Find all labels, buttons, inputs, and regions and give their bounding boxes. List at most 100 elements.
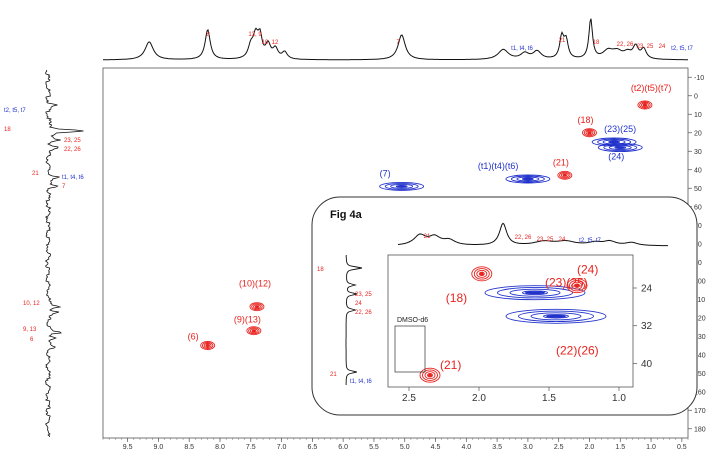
cross-peak-contour — [252, 304, 261, 310]
cross-peak-label: (24) — [608, 152, 624, 162]
y-tick-label: 90 — [694, 260, 702, 267]
left-projection-labels: t2, t5, t7 18 23, 25 22, 26 21 t1, t4, t6 7 10,… — [4, 108, 84, 343]
inset-plot-frame — [387, 254, 634, 388]
cross-peak — [206, 344, 210, 347]
cross-peak-contour — [251, 303, 263, 311]
x-tick-label: 8.5 — [184, 444, 194, 451]
left-1d-projection — [44, 69, 84, 438]
inset-left-projection-label: 23, 25 — [355, 292, 372, 298]
inset-top-projection-labels: 21 22, 26 23, 25 24 t2, t5, t7 — [424, 234, 602, 244]
y-tick-label: 130 — [694, 334, 706, 341]
inset-left-projection-label: 21 — [330, 372, 337, 378]
cross-peak-label: (10)(12) — [239, 279, 271, 289]
cross-peak-contour — [602, 139, 626, 145]
y-tick-label: 120 — [694, 315, 706, 322]
inset-x-axis: 2.5 2.0 1.5 1.0 — [402, 387, 626, 404]
inset-left-projection-label: 18 — [317, 267, 324, 273]
left-projection-label: 10, 12 — [23, 301, 40, 307]
y-tick-label: 50 — [694, 186, 702, 193]
inset-cross-peak-contour — [566, 278, 588, 294]
left-projection-label: 22, 26 — [64, 147, 81, 153]
inset-top-1d-projection — [397, 222, 669, 247]
left-projection-label: 18 — [4, 127, 11, 133]
cross-peak-contour — [248, 327, 260, 335]
top-1d-projection — [103, 18, 688, 61]
cross-peak-contour — [510, 175, 545, 183]
x-tick-label: 0.5 — [677, 444, 687, 451]
cross-peak-label: (23)(25) — [604, 124, 636, 134]
inset-cross-peak-contour — [476, 269, 488, 278]
cross-peak-contour — [516, 176, 540, 182]
cross-peak-label: (9)(13) — [234, 315, 261, 325]
cross-peak — [609, 140, 619, 144]
left-projection-label: 7 — [62, 184, 66, 190]
inset-cross-peak — [546, 314, 566, 318]
inset-cross-peak-contour — [424, 371, 436, 380]
top-projection-label: 22, 26 — [617, 42, 634, 48]
cross-peak — [523, 177, 533, 181]
x-tick-label: 3.5 — [492, 444, 502, 451]
inset-cross-peak-contour — [522, 290, 548, 295]
inset-panel — [311, 196, 698, 416]
y-tick-label: 80 — [694, 241, 702, 248]
x-tick-label: 4.0 — [461, 444, 471, 451]
left-projection-label: 23, 25 — [64, 138, 81, 144]
inset-y-tick-label: 24 — [641, 284, 653, 295]
cross-peak-contour — [203, 343, 212, 348]
inset-x-tick-label: 1.0 — [612, 393, 626, 404]
cross-peak-contour — [505, 174, 551, 184]
top-projection-label: t1, t4, t6 — [511, 46, 533, 52]
inset-cross-peak-label: (18) — [446, 291, 467, 305]
inset-y-axis: 24 32 40 — [633, 284, 653, 370]
inset-top-projection-label: t2, t5, t7 — [579, 238, 601, 244]
cross-peak-label: (t1)(t4)(t6) — [478, 161, 519, 171]
cross-peak-label: (21) — [553, 157, 569, 167]
left-projection-label: 21 — [32, 171, 39, 177]
inset-top-projection-label: 22, 26 — [515, 235, 532, 241]
y-tick-label: 160 — [694, 389, 706, 396]
inset-cross-peak-label: (21) — [440, 358, 461, 372]
y-tick-label: 100 — [694, 278, 706, 285]
inset-cross-peak — [428, 373, 432, 377]
x-tick-label: 2.0 — [585, 444, 595, 451]
top-projection-label: 24 — [659, 44, 666, 50]
x-tick-label: 7.0 — [277, 444, 287, 451]
x-tick-label: 9.5 — [123, 444, 133, 451]
y-tick-label: 150 — [694, 371, 706, 378]
top-projection-label: 13, 9 — [248, 32, 262, 38]
x-tick-label: 6.5 — [308, 444, 318, 451]
cross-peak-contour — [640, 102, 649, 108]
top-projection-label: 23, 25 — [637, 44, 654, 50]
dmso-annotation-box — [394, 325, 426, 373]
cross-peak-contour — [379, 181, 425, 191]
dmso-annotation: DMSO-d6 — [397, 317, 428, 324]
cross-peak-contour — [559, 171, 571, 179]
cross-peak-contour — [201, 342, 214, 349]
inset-cross-peak-contour — [471, 266, 493, 282]
inset-left-projection-label: 22, 26 — [355, 310, 372, 316]
cross-peak-contour — [390, 183, 414, 189]
left-projection-label: t1, t4, t6 — [62, 175, 84, 181]
inset-x-tick-label: 2.0 — [472, 393, 486, 404]
inset-left-1d-projection — [345, 255, 363, 385]
y-tick-label: 40 — [694, 167, 702, 174]
x-tick-label: 1.5 — [615, 444, 625, 451]
inset-y-tick-label: 40 — [641, 359, 653, 370]
main-cross-peaks: (6) (10)(12) (9)(13) (7) (t1)(t4)(t6) (21) (18… — [188, 83, 671, 350]
y-tick-label: 20 — [694, 130, 702, 137]
inset-x-tick-label: 1.5 — [542, 393, 556, 404]
inset-cross-peak-contour — [574, 283, 580, 288]
inset-cross-peak-contour — [530, 312, 582, 321]
cross-peak-contour — [582, 128, 597, 138]
inset-cross-peak-contour — [509, 288, 561, 297]
inset-cross-peak-label: (22)(26) — [556, 343, 599, 357]
inset-title: Fig 4a — [330, 209, 363, 221]
y-tick-label: 180 — [694, 426, 706, 433]
x-tick-label: 1.0 — [646, 444, 656, 451]
inset-top-projection-label: 24 — [559, 237, 566, 243]
y-tick-label: 60 — [694, 204, 702, 211]
cross-peak-label: (6) — [188, 332, 199, 342]
cross-peak-contour — [597, 138, 632, 146]
inset-x-tick-label: 2.5 — [402, 393, 416, 404]
